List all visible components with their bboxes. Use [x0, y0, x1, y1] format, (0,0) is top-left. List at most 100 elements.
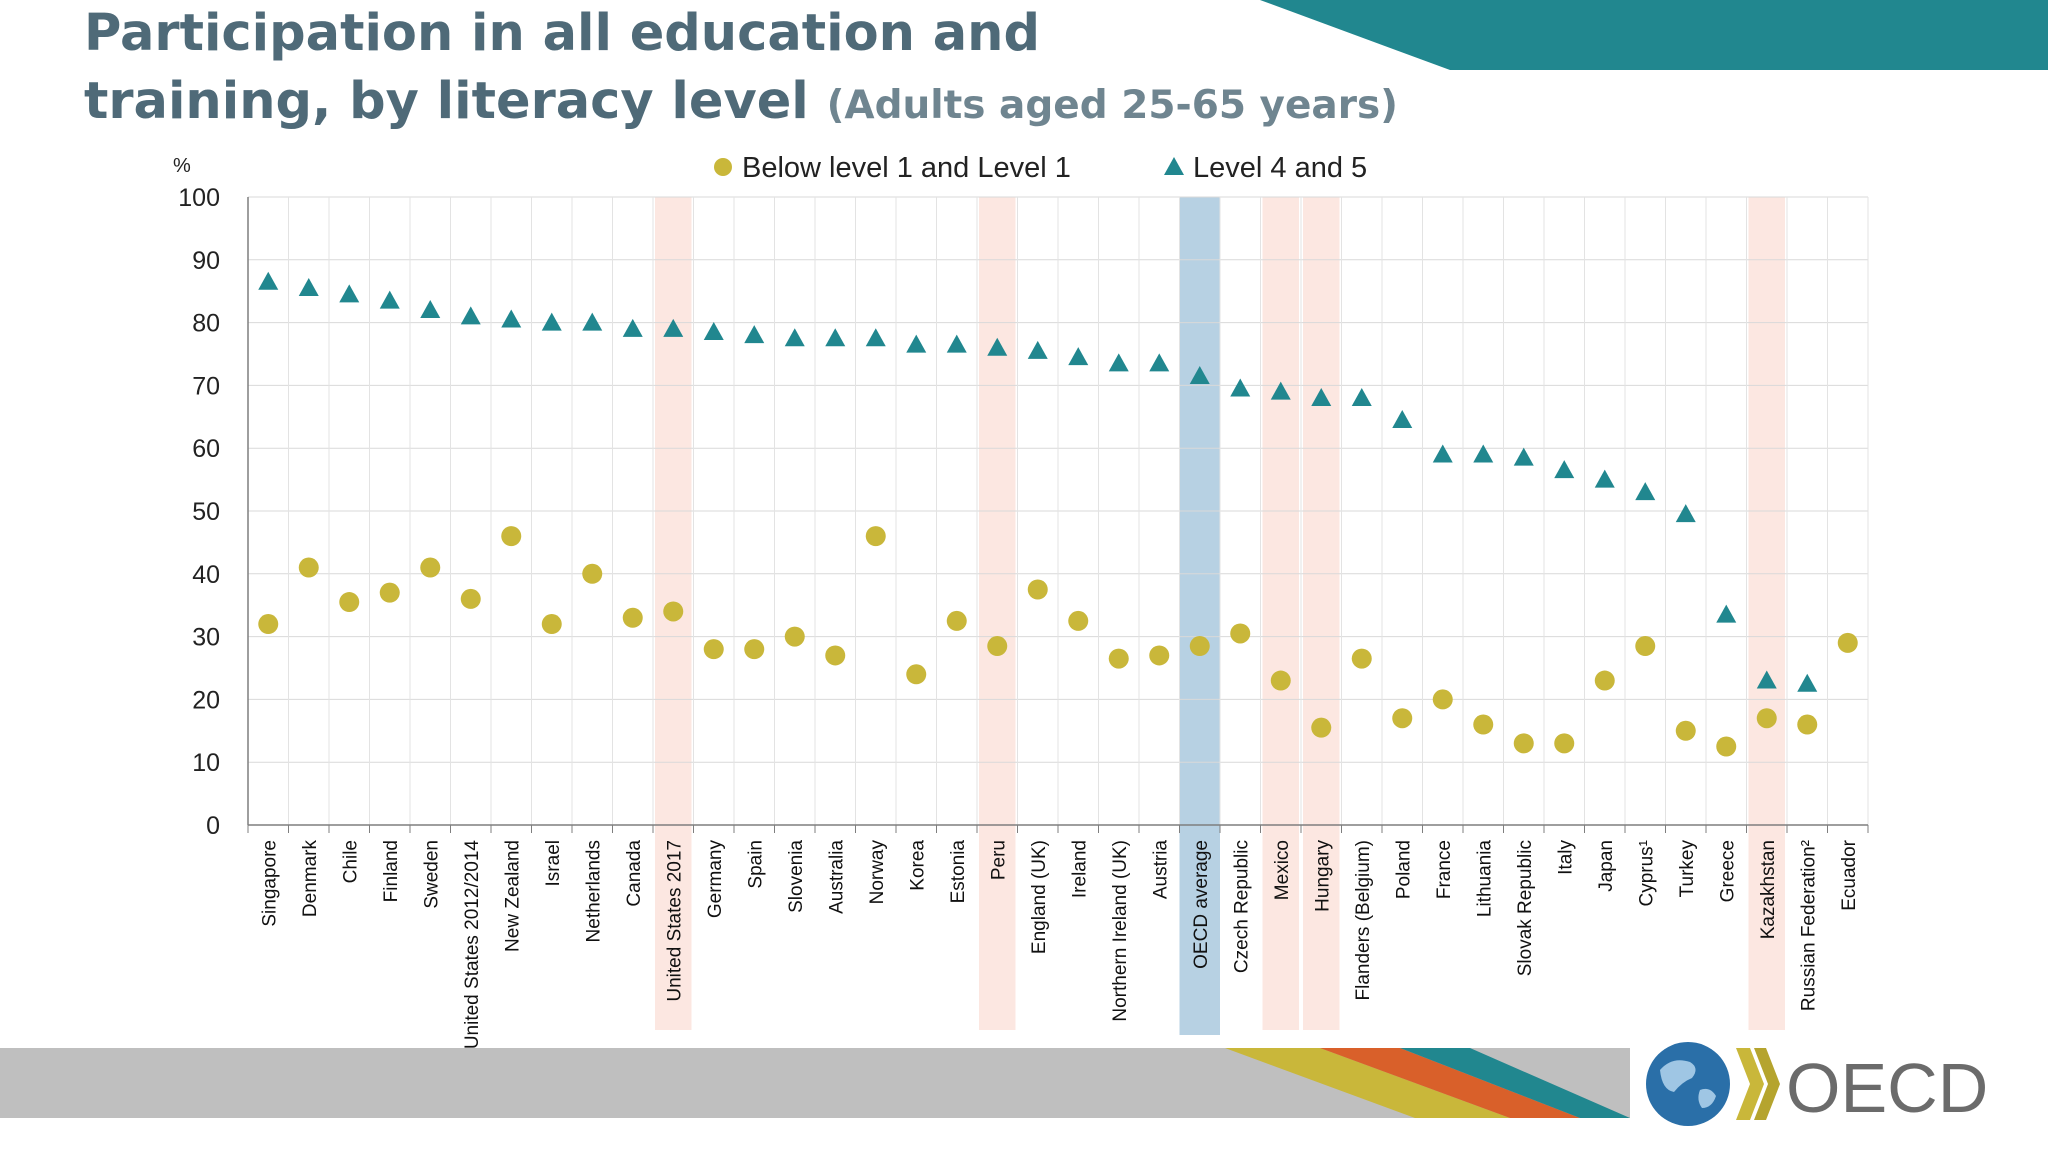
x-tick-label: Slovak Republic [1515, 840, 1536, 976]
x-tick-label: Cyprus¹ [1636, 840, 1657, 907]
point-below-level-1 [339, 592, 360, 613]
point-level-4-and-5 [582, 312, 603, 331]
point-below-level-1 [1108, 648, 1129, 669]
point-level-4-and-5 [1635, 482, 1656, 501]
point-level-4-and-5 [906, 334, 927, 353]
point-below-level-1 [622, 607, 643, 628]
legend-triangle-marker [1164, 157, 1184, 175]
point-level-4-and-5 [946, 334, 967, 353]
title-line-2: training, by literacy level (Adults aged… [84, 68, 1398, 140]
point-level-4-and-5 [784, 328, 805, 347]
x-tick-label: Spain [745, 840, 766, 889]
point-level-4-and-5 [1473, 444, 1494, 463]
bottom-teal-stripe [1400, 1048, 1630, 1118]
point-level-4-and-5 [663, 318, 684, 337]
point-below-level-1 [865, 526, 886, 547]
legend-label-high: Level 4 and 5 [1193, 152, 1367, 184]
point-level-4-and-5 [460, 306, 481, 325]
point-level-4-and-5 [258, 271, 279, 290]
point-below-level-1 [1270, 670, 1291, 691]
point-below-level-1 [1837, 632, 1858, 653]
x-tick-label: Israel [543, 840, 564, 886]
point-level-4-and-5 [1108, 353, 1129, 372]
y-tick-label: 90 [192, 247, 220, 275]
x-tick-label: New Zealand [502, 840, 523, 952]
point-level-4-and-5 [1351, 387, 1372, 406]
legend-label-low: Below level 1 and Level 1 [742, 152, 1071, 184]
x-tick-label: France [1434, 840, 1455, 899]
oecd-logo-text: OECD [1786, 1049, 1988, 1127]
point-below-level-1 [825, 645, 846, 666]
x-tick-label: Ecuador [1839, 839, 1860, 910]
point-below-level-1 [1351, 648, 1372, 669]
point-below-level-1 [703, 639, 724, 660]
title-main-2: training, by literacy level [84, 72, 809, 131]
x-tick-label: United States 2017 [664, 840, 685, 1002]
point-level-4-and-5 [1554, 460, 1575, 479]
point-level-4-and-5 [1027, 340, 1048, 359]
point-level-4-and-5 [1594, 469, 1615, 488]
point-below-level-1 [258, 614, 279, 635]
point-level-4-and-5 [339, 284, 360, 303]
point-level-4-and-5 [987, 337, 1008, 356]
x-tick-label: Korea [907, 840, 928, 891]
point-level-4-and-5 [1311, 387, 1332, 406]
point-level-4-and-5 [703, 322, 724, 341]
point-below-level-1 [1473, 714, 1494, 735]
point-below-level-1 [379, 582, 400, 603]
x-tick-label: Denmark [300, 840, 321, 918]
x-tick-label: Northern Ireland (UK) [1110, 840, 1131, 1022]
point-below-level-1 [1675, 720, 1696, 741]
x-tick-label: Flanders (Belgium) [1353, 840, 1374, 1001]
point-level-4-and-5 [1392, 409, 1413, 428]
x-tick-label: Chile [340, 840, 361, 883]
oecd-logo: OECD [1646, 1042, 1988, 1127]
point-level-4-and-5 [825, 328, 846, 347]
point-below-level-1 [460, 588, 481, 609]
point-below-level-1 [906, 664, 927, 685]
point-level-4-and-5 [1513, 447, 1534, 466]
point-below-level-1 [1392, 708, 1413, 729]
oecd-average-band [1179, 197, 1220, 1035]
x-tick-label: Estonia [948, 840, 969, 904]
point-below-level-1 [946, 610, 967, 631]
point-level-4-and-5 [1230, 378, 1251, 397]
x-tick-label: Turkey [1677, 840, 1698, 898]
y-tick-label: 20 [192, 686, 220, 714]
point-level-4-and-5 [379, 290, 400, 309]
point-below-level-1 [1635, 636, 1656, 657]
point-below-level-1 [1756, 708, 1777, 729]
point-below-level-1 [784, 626, 805, 647]
x-tick-label: Greece [1717, 840, 1738, 902]
x-tick-label: OECD average [1191, 840, 1212, 969]
y-tick-label: 50 [192, 498, 220, 526]
y-tick-label: 40 [192, 561, 220, 589]
point-below-level-1 [1230, 623, 1251, 644]
x-tick-label: Mexico [1272, 840, 1293, 900]
point-below-level-1 [420, 557, 441, 578]
point-below-level-1 [501, 526, 522, 547]
legend: Below level 1 and Level 1 Level 4 and 5 [714, 152, 1367, 184]
point-level-4-and-5 [1716, 604, 1737, 623]
y-axis-unit: % [173, 155, 191, 177]
x-tick-label: Austria [1150, 840, 1171, 900]
bottom-orange-stripe [1320, 1048, 1580, 1118]
point-below-level-1 [1149, 645, 1170, 666]
point-below-level-1 [1513, 733, 1534, 754]
point-level-4-and-5 [298, 278, 319, 297]
point-below-level-1 [582, 563, 603, 584]
y-tick-label: 0 [206, 812, 220, 840]
title-line-1: Participation in all education and [84, 4, 1040, 63]
highlight-band [1748, 197, 1785, 1030]
x-tick-label: Italy [1555, 840, 1576, 875]
slide-title: Participation in all education and train… [84, 0, 1398, 140]
point-below-level-1 [1797, 714, 1818, 735]
x-tick-labels: Singapore Denmark Chile Finland Sweden United… [259, 839, 1860, 1049]
globe-landmass-icon [1660, 1060, 1716, 1108]
point-below-level-1 [1432, 689, 1453, 710]
legend-circle-marker [714, 158, 732, 176]
y-tick-label: 80 [192, 310, 220, 338]
point-level-4-and-5 [1756, 670, 1777, 689]
